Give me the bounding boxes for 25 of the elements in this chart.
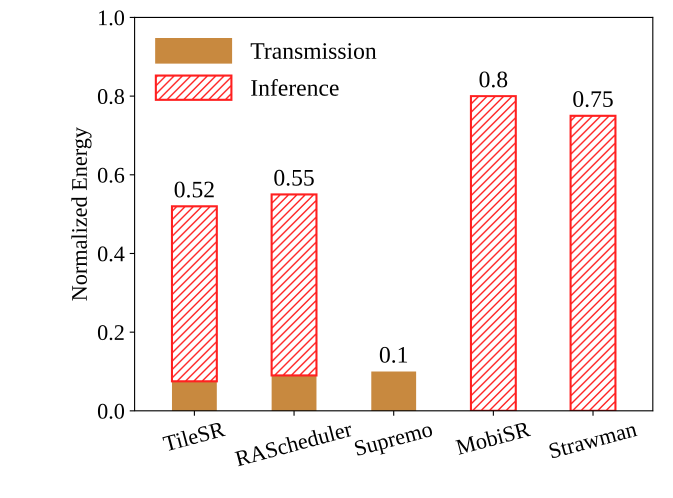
y-tick-label: 0.0 (98, 404, 124, 419)
y-tick-label: 0.8 (98, 89, 124, 104)
y-tick-label: 0.4 (98, 246, 125, 262)
total-label: 0.8 (480, 71, 508, 88)
bar (470, 95, 517, 411)
y-axis-title: Normalized Energy (71, 127, 92, 301)
bar (170, 205, 218, 382)
bar (270, 193, 318, 376)
x-tick-label: Supremo (354, 421, 434, 460)
bar (570, 114, 616, 411)
x-tick-label: Strawman (548, 421, 638, 459)
x-tick-label: MobiSR (454, 420, 532, 456)
legend-label: Inference (251, 79, 339, 96)
bar (371, 372, 416, 411)
x-tick-label: TileSR (162, 420, 226, 452)
bar (272, 375, 316, 411)
y-tick-label: 0.6 (98, 168, 124, 183)
total-label: 0.75 (573, 91, 613, 108)
y-tick-label: 0.2 (98, 325, 124, 340)
total-label: 0.55 (274, 170, 314, 186)
total-label: 0.1 (380, 346, 408, 363)
y-tick-label: 1.0 (99, 10, 124, 26)
total-label: 0.52 (174, 182, 214, 198)
legend-label: Transmission (250, 43, 376, 59)
bar (172, 381, 217, 411)
